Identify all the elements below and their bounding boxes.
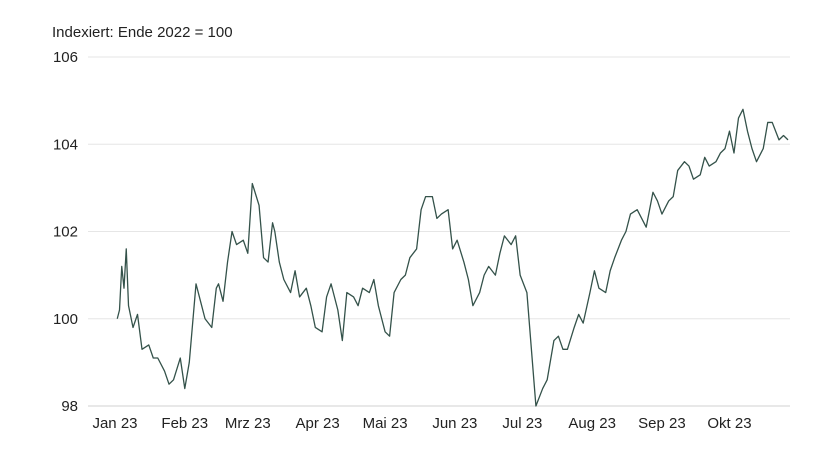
y-tick-label: 106	[53, 49, 78, 66]
chart-subtitle: Indexiert: Ende 2022 = 100	[52, 24, 233, 41]
x-tick-label: Mai 23	[363, 415, 408, 432]
x-tick-label: Jan 23	[92, 415, 137, 432]
x-tick-label: Jun 23	[432, 415, 477, 432]
gridlines	[88, 56, 790, 407]
y-tick-label: 98	[61, 398, 78, 415]
y-axis-ticks: 98 100 102 104 106	[53, 49, 78, 415]
x-tick-label: Jul 23	[502, 415, 542, 432]
x-tick-label: Apr 23	[295, 415, 339, 432]
series-line	[116, 108, 789, 407]
y-tick-label: 104	[53, 136, 78, 153]
x-tick-label: Feb 23	[161, 415, 208, 432]
x-axis-ticks: Jan 23 Feb 23 Mrz 23 Apr 23 Mai 23 Jun 23 Jul …	[92, 415, 751, 432]
x-tick-label: Mrz 23	[225, 415, 271, 432]
y-tick-label: 102	[53, 224, 78, 241]
x-tick-label: Aug 23	[568, 415, 616, 432]
x-tick-label: Okt 23	[707, 415, 751, 432]
y-tick-label: 100	[53, 311, 78, 328]
x-tick-label: Sep 23	[638, 415, 686, 432]
